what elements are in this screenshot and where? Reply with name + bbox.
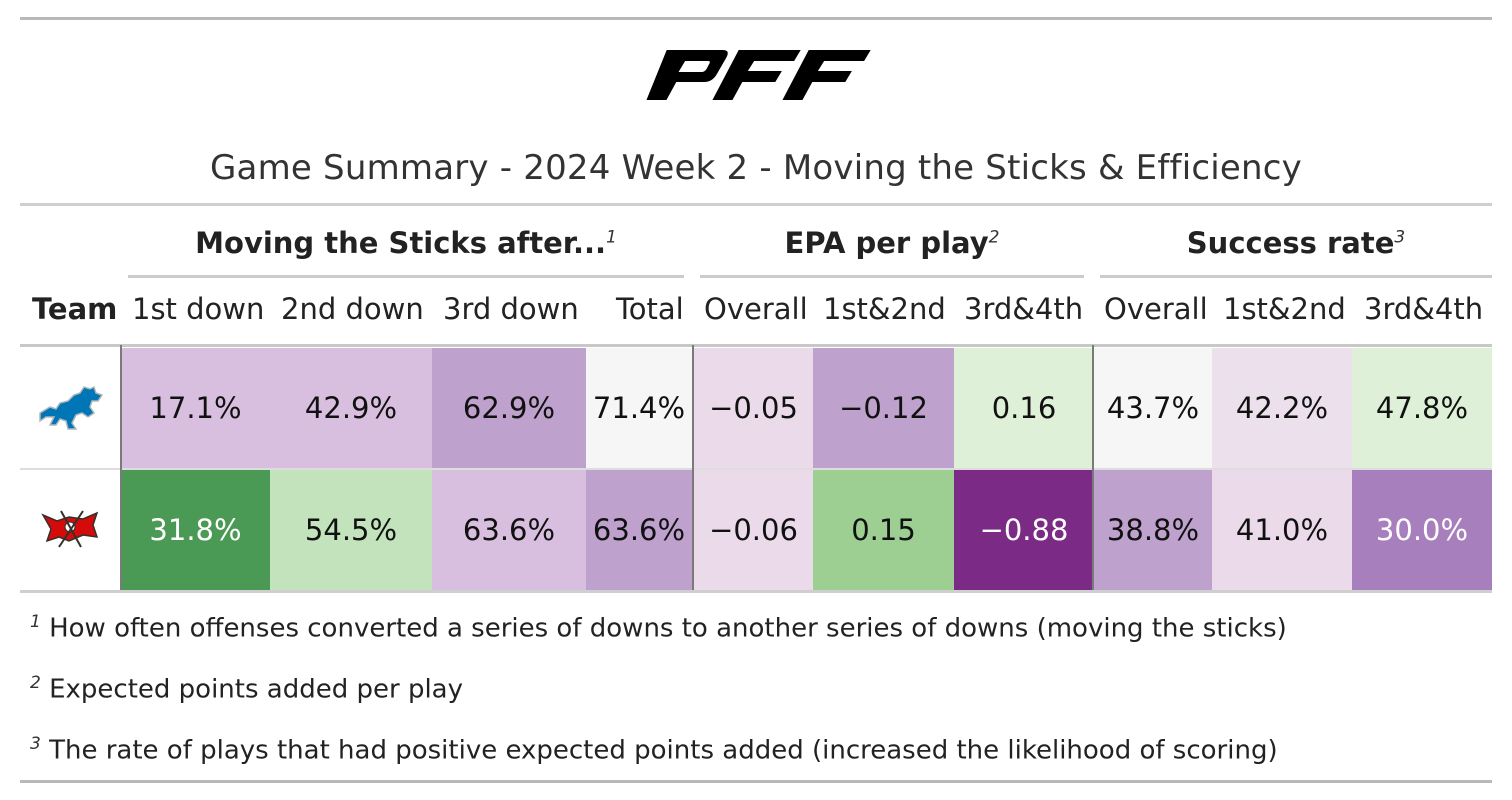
column-header: 2nd down <box>281 292 424 326</box>
spanner-success-rate: Success rate3 <box>1100 226 1492 260</box>
column-separator <box>120 345 122 590</box>
column-header-team: Team <box>32 292 118 326</box>
column-separator <box>692 345 694 590</box>
footnote-1: 1 How often offenses converted a series … <box>30 612 1287 644</box>
table-cell: 38.8% <box>1094 470 1212 590</box>
footnote-mark: 3 <box>30 734 41 754</box>
lions-logo <box>39 385 104 430</box>
column-header: Overall <box>1104 292 1208 326</box>
title-rule <box>20 203 1492 206</box>
table-cell: −0.05 <box>694 348 813 468</box>
spanner-label: EPA per play <box>784 226 989 260</box>
table-cell: 71.4% <box>586 348 692 468</box>
row-divider <box>20 468 1492 470</box>
footnote-text: How often offenses converted a series of… <box>49 613 1287 644</box>
table-cell: 47.8% <box>1352 348 1492 468</box>
team-cell-lions <box>20 348 120 468</box>
bottom-rule <box>20 780 1492 783</box>
table-cell: 62.9% <box>432 348 586 468</box>
column-header: Total <box>616 292 684 326</box>
table-cell: −0.12 <box>813 348 954 468</box>
column-separator <box>1092 345 1094 590</box>
footnote-mark: 3 <box>1394 227 1406 248</box>
spanner-label: Success rate <box>1186 226 1395 260</box>
table-cell: 31.8% <box>121 470 270 590</box>
footnote-2: 2 Expected points added per play <box>30 673 463 705</box>
spanner-underline <box>700 275 1084 278</box>
column-header: 1st&2nd <box>823 292 946 326</box>
column-header: Overall <box>704 292 808 326</box>
table-cell: 43.7% <box>1094 348 1212 468</box>
header-rule <box>20 344 1492 347</box>
table-cell: −0.06 <box>694 470 813 590</box>
footnote-3: 3 The rate of plays that had positive ex… <box>30 734 1278 766</box>
table-cell: 41.0% <box>1212 470 1352 590</box>
body-bottom-rule <box>20 590 1492 593</box>
table-cell: 42.9% <box>270 348 432 468</box>
column-header: 1st down <box>132 292 265 326</box>
table-cell: 42.2% <box>1212 348 1352 468</box>
footnote-mark: 1 <box>606 227 617 248</box>
column-header: 3rd down <box>443 292 579 326</box>
spanner-underline <box>128 275 684 278</box>
spanner-underline <box>1100 275 1492 278</box>
table-cell: −0.88 <box>954 470 1094 590</box>
footnote-text: Expected points added per play <box>49 674 463 705</box>
table-cell: 0.16 <box>954 348 1094 468</box>
pff-logo <box>646 50 871 100</box>
table-cell: 63.6% <box>432 470 586 590</box>
table-cell: 0.15 <box>813 470 954 590</box>
footnote-mark: 2 <box>30 673 41 693</box>
table-title: Game Summary - 2024 Week 2 - Moving the … <box>210 148 1302 188</box>
team-cell-buccaneers <box>20 470 120 590</box>
spanner-moving-sticks: Moving the Sticks after...1 <box>128 226 684 260</box>
table-cell: 17.1% <box>121 348 270 468</box>
column-header: 1st&2nd <box>1223 292 1346 326</box>
buccaneers-logo <box>41 510 99 548</box>
top-rule <box>20 17 1492 20</box>
footnote-text: The rate of plays that had positive expe… <box>49 735 1278 766</box>
spanner-label: Moving the Sticks after... <box>195 226 607 260</box>
column-header: 3rd&4th <box>1364 292 1484 326</box>
footnote-mark: 2 <box>988 227 1000 248</box>
column-header: 3rd&4th <box>964 292 1084 326</box>
table-cell: 54.5% <box>270 470 432 590</box>
footnote-mark: 1 <box>30 612 41 632</box>
table-cell: 63.6% <box>586 470 692 590</box>
table-cell: 30.0% <box>1352 470 1492 590</box>
spanner-epa: EPA per play2 <box>700 226 1084 260</box>
